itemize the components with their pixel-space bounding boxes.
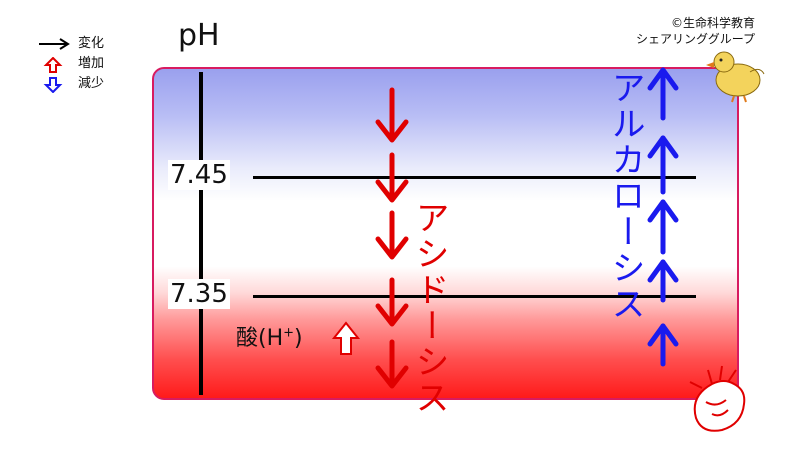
legend-label-decrease: 減少 [78, 76, 105, 91]
acidosis-label: アシドーシス [409, 200, 449, 416]
copyright-line-2: シェアリンググループ [635, 32, 755, 46]
red-outline-arrow-up-icon [43, 57, 63, 73]
threshold-line-lower [253, 295, 696, 298]
red-down-arrow-1 [375, 87, 409, 143]
tick-label-lower: 7.35 [168, 279, 230, 309]
blue-outline-arrow-down-icon [43, 77, 63, 93]
ph-vertical-axis [199, 72, 203, 395]
blue-up-arrow-3 [647, 199, 679, 255]
alkalosis-label: アルカローシス [605, 70, 645, 322]
acid-hplus-label: 酸(H+) [236, 320, 303, 352]
acid-label-prefix: 酸(H [236, 326, 284, 351]
acid-increase-arrow-icon [331, 321, 361, 355]
red-down-arrow-5 [375, 339, 409, 389]
ph-range-panel [152, 67, 739, 400]
blue-up-arrow-5 [647, 323, 679, 367]
black-arrow-right-icon [39, 38, 70, 50]
legend: 変化 増加 減少 [38, 35, 148, 95]
red-down-arrow-3 [375, 210, 409, 260]
chick-icon [706, 51, 765, 103]
blue-up-arrow-4 [647, 259, 679, 303]
legend-item-decrease: 減少 [38, 75, 148, 95]
blue-up-arrow-2 [647, 135, 679, 195]
red-down-arrow-4 [375, 277, 409, 327]
legend-item-change: 変化 [38, 35, 148, 55]
tick-label-upper: 7.45 [168, 160, 230, 190]
acid-label-sup: + [283, 325, 295, 341]
acid-label-suffix: ) [294, 326, 303, 351]
legend-label-increase: 増加 [78, 56, 105, 71]
heart-icon [689, 365, 746, 432]
red-down-arrow-2 [375, 152, 409, 203]
blue-up-arrow-1 [647, 67, 679, 121]
copyright-notice: ©生命科学教育 シェアリンググループ [636, 15, 755, 47]
legend-label-change: 変化 [78, 36, 105, 51]
legend-item-increase: 増加 [38, 55, 148, 75]
threshold-line-upper [253, 176, 696, 179]
ph-axis-title: pH [178, 18, 220, 53]
copyright-line-1: ©生命科学教育 [670, 16, 755, 30]
